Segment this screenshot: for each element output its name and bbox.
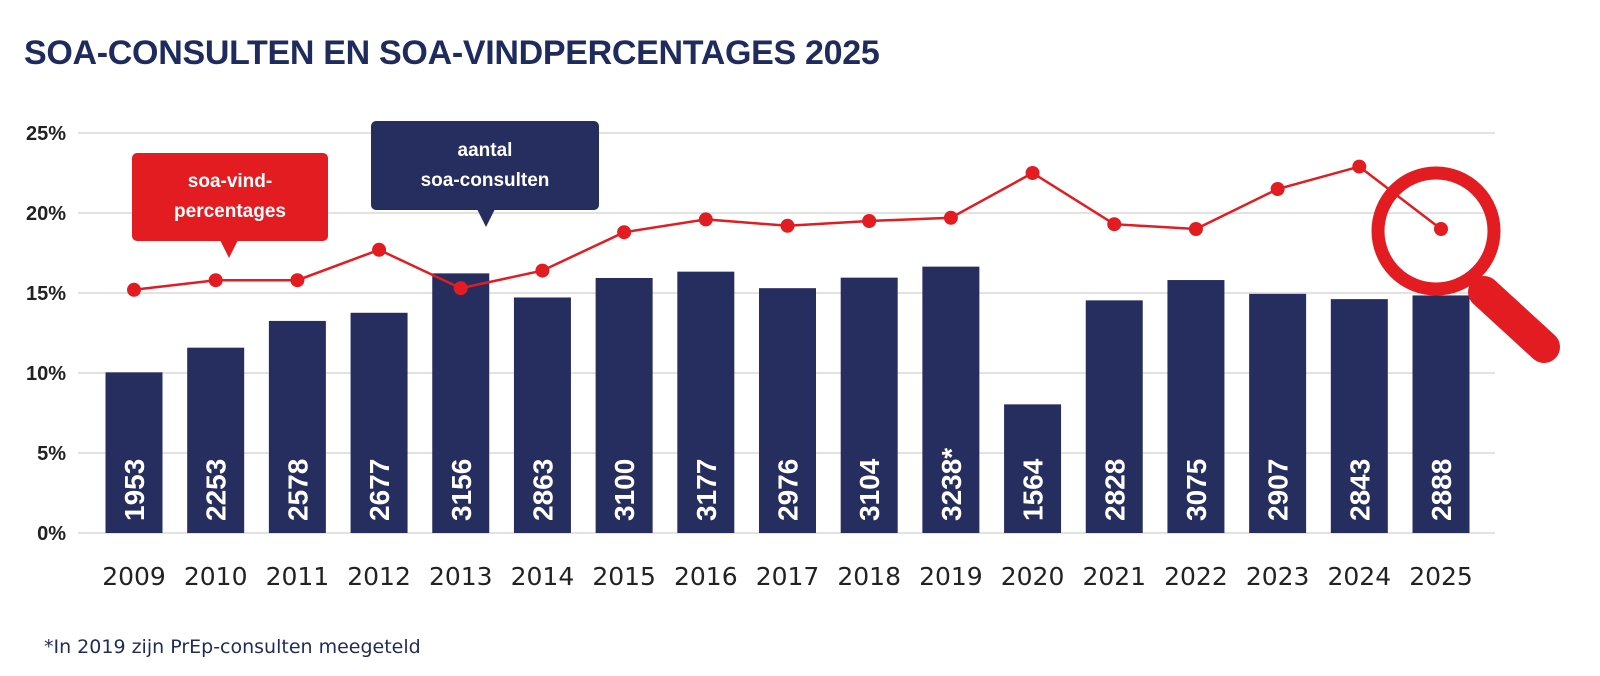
x-tick-label: 2021: [1082, 562, 1146, 591]
bar-value-label: 2253: [201, 459, 232, 521]
y-tick-label: 15%: [26, 283, 66, 305]
y-tick-label: 10%: [26, 363, 66, 385]
x-tick-label: 2016: [674, 562, 738, 591]
bar: [432, 273, 490, 533]
callout-red-line2: percentages: [174, 201, 286, 222]
bar: [677, 271, 735, 533]
x-tick-label: 2014: [511, 562, 575, 591]
x-tick-label: 2025: [1409, 562, 1473, 591]
x-tick-label: 2013: [429, 562, 493, 591]
y-tick-label: 25%: [26, 123, 66, 145]
y-tick-label: 20%: [26, 203, 66, 225]
bar: [350, 312, 408, 533]
x-tick-label: 2010: [184, 562, 248, 591]
x-tick-label: 2018: [837, 562, 901, 591]
bar: [513, 297, 571, 533]
line-point: [617, 225, 632, 240]
bar-value-label: 3100: [609, 459, 640, 521]
y-tick-label: 5%: [37, 443, 66, 465]
x-tick-label: 2009: [102, 562, 166, 591]
bar: [759, 288, 816, 533]
bar-value-label: 2888: [1426, 459, 1457, 521]
bar-value-label: 3075: [1181, 459, 1212, 521]
line-point: [1270, 182, 1285, 196]
x-tick-label: 2022: [1164, 562, 1228, 591]
bar-value-labels: 1953 2253 2578 2677 3156 2863 3100 3177 2976 3104…: [119, 448, 1457, 521]
chart-title: SOA-CONSULTEN EN SOA-VINDPERCENTAGES 202…: [24, 34, 880, 72]
x-axis: 2009 2010 2011 2012 2013 2014 2015 2016 2017 2018…: [102, 562, 1473, 591]
x-tick-label: 2023: [1246, 562, 1310, 591]
bar-value-label: 3238*: [936, 448, 967, 521]
y-tick-label: 0%: [37, 523, 66, 545]
x-tick-label: 2015: [592, 562, 656, 591]
y-axis: 0% 5% 10% 15% 20% 25%: [26, 123, 66, 545]
line-point: [1107, 217, 1122, 232]
bar-value-label: 2843: [1344, 459, 1375, 521]
bar: [922, 266, 980, 533]
bar-value-label: 3156: [446, 459, 477, 521]
bar: [268, 320, 326, 533]
footnote: *In 2019 zijn PrEp-consulten meegeteld: [44, 636, 421, 658]
bar-value-label: 2863: [527, 459, 558, 521]
bar: [1249, 293, 1307, 533]
line-point: [780, 218, 795, 233]
line-point: [1188, 222, 1203, 236]
line-point: [862, 214, 877, 228]
bar-value-label: 2677: [364, 459, 395, 521]
line-point: [1352, 159, 1367, 174]
x-tick-label: 2019: [919, 562, 983, 591]
bar-value-label: 2578: [282, 459, 313, 521]
bar-series: [105, 266, 1470, 533]
bar: [840, 277, 898, 533]
x-tick-label: 2020: [1001, 562, 1065, 591]
x-tick-label: 2011: [266, 562, 330, 591]
bar: [1412, 295, 1470, 533]
line-point: [208, 273, 223, 288]
line-point: [1025, 166, 1040, 180]
bar-value-label: 1564: [1018, 458, 1049, 521]
bar-value-label: 2828: [1099, 459, 1130, 521]
callout-red-line1: soa-vind-: [187, 171, 273, 192]
line-point: [535, 263, 550, 278]
line-series: [127, 159, 1448, 297]
bar: [595, 277, 653, 533]
bar: [1085, 300, 1143, 533]
magnifying-glass-icon: [1371, 166, 1560, 363]
callout-blue-line2: soa-consulten: [420, 169, 550, 191]
line-point: [290, 273, 305, 288]
bar-value-label: 3177: [691, 459, 722, 521]
x-tick-label: 2012: [347, 562, 411, 591]
line-point: [372, 242, 387, 257]
line-point: [453, 281, 468, 296]
x-tick-label: 2017: [756, 562, 820, 591]
callout-find-percentages: soa-vind- percentages: [132, 153, 328, 258]
line-point: [943, 210, 958, 225]
bar-value-label: 2907: [1263, 459, 1294, 521]
bar-value-label: 2976: [773, 459, 804, 521]
bar-value-label: 1953: [119, 459, 150, 521]
bar: [187, 347, 245, 533]
line-point: [698, 212, 713, 227]
x-tick-label: 2024: [1328, 562, 1392, 591]
bar: [1004, 404, 1062, 533]
callout-consult-count: aantal soa-consulten: [371, 121, 599, 227]
bar: [105, 372, 163, 533]
bar-value-label: 3104: [854, 458, 885, 521]
line-point: [1434, 222, 1448, 236]
bar: [1330, 299, 1388, 533]
line-point: [127, 282, 141, 297]
bar: [1167, 280, 1225, 533]
callout-blue-line1: aantal: [457, 139, 513, 161]
